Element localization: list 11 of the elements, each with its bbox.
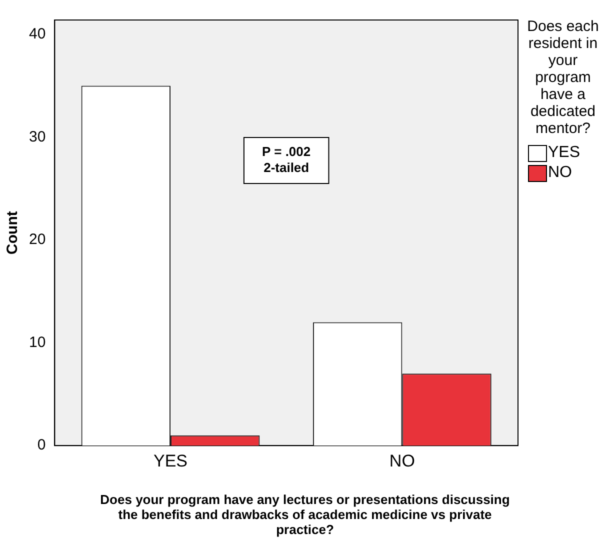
y-axis-title: Count	[4, 211, 22, 254]
legend-title: Does each resident in your program have a dedicated mentor?	[526, 18, 600, 137]
text: YES	[548, 144, 580, 162]
y-tick-label: 30	[28, 128, 46, 146]
x-axis-title: Does your program have any lectures or presentations discussing the benefits and drawbacks of academic medicine vs private practice?	[99, 492, 511, 537]
y-tick-label: 0	[37, 436, 46, 454]
annotation: P = .002 2-tailed	[262, 144, 311, 176]
legend-label: NO	[548, 164, 572, 182]
y-tick-label: 10	[28, 334, 46, 351]
y-tick-label: 40	[28, 26, 46, 43]
y-tick-label: 20	[28, 231, 46, 248]
